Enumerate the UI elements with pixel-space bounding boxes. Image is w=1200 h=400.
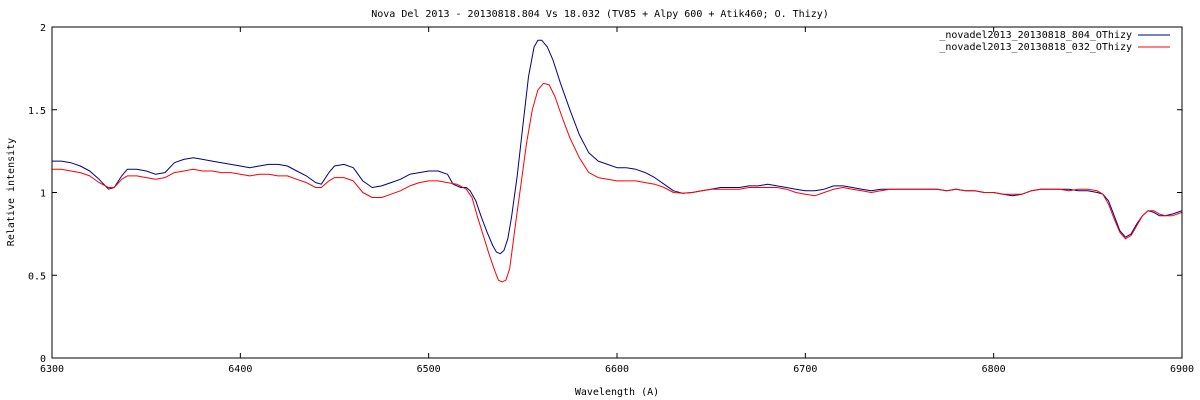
y-tick-label: 1 <box>40 189 46 200</box>
series-line-2 <box>52 82 1182 283</box>
x-tick-label: 6400 <box>228 364 252 375</box>
y-axis-label: Relative intensity <box>6 138 17 246</box>
legend: _novadel2013_20130818_804_OThizy_novadel… <box>939 30 1170 53</box>
chart-title: Nova Del 2013 - 20130818.804 Vs 18.032 (… <box>371 9 829 20</box>
x-tick-label: 6500 <box>417 364 441 375</box>
series-line-1 <box>52 39 1182 255</box>
plot-frame <box>51 26 1183 359</box>
x-axis-label: Wavelength (A) <box>575 387 659 398</box>
x-tick-label: 6900 <box>1170 364 1194 375</box>
series-layer <box>52 39 1182 283</box>
y-axis: 0 0.5 1 1.5 2 <box>28 23 1182 365</box>
y-tick-label: 0.5 <box>28 271 46 282</box>
x-tick-label: 6800 <box>982 364 1006 375</box>
x-axis: 6300 6400 6500 6600 6700 6800 6900 <box>40 27 1194 375</box>
y-tick-label: 2 <box>40 23 46 34</box>
x-tick-label: 6700 <box>793 364 817 375</box>
y-tick-label: 0 <box>40 354 46 365</box>
y-tick-label: 1.5 <box>28 106 46 117</box>
legend-label-1: _novadel2013_20130818_804_OThizy <box>939 30 1132 41</box>
x-tick-label: 6600 <box>605 364 629 375</box>
x-tick-label: 6300 <box>40 364 64 375</box>
legend-label-2: _novadel2013_20130818_032_OThizy <box>939 42 1132 53</box>
